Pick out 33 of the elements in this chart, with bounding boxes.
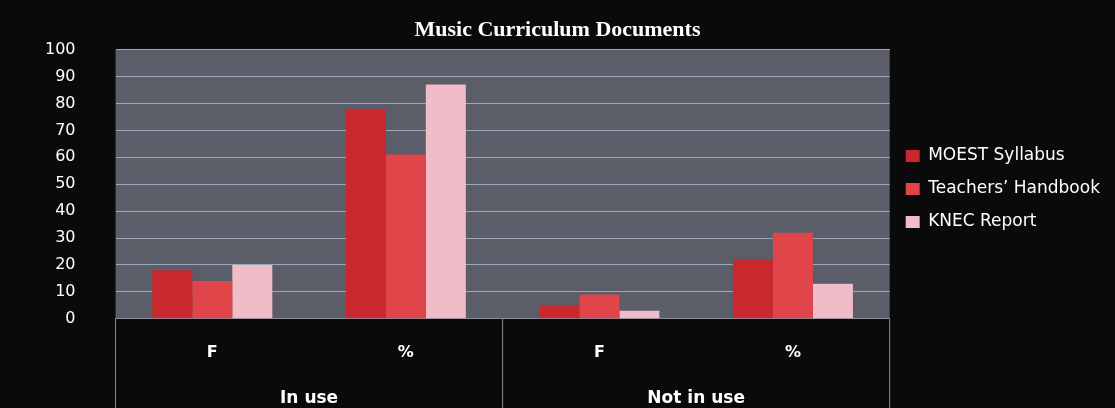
legend-label: Teachers’ Handbook [927,177,1101,198]
x-tick-label: % [784,341,801,361]
y-tick-label: 0 [65,307,76,327]
text: Not in use [647,386,745,407]
x-tick-label: F [206,341,218,361]
text: In use [280,386,339,407]
bar [539,305,580,319]
x-tick-label: % [397,341,414,361]
bar [579,294,620,319]
bar [772,232,813,319]
y-tick-label: 70 [55,119,76,139]
y-tick-label: 40 [55,200,76,220]
bar [345,108,386,319]
y-tick-label: 50 [55,173,76,193]
y-tick-label: 30 [55,227,76,247]
y-tick-label: 60 [55,146,76,166]
bar [385,154,426,319]
bar [192,281,233,319]
bar [812,283,853,319]
y-tick-label: 80 [55,92,76,112]
y-tick-label: 20 [55,254,76,274]
x-tick-label: F [593,341,605,361]
y-tick-label: 10 [55,281,76,301]
bar [152,270,193,319]
bar [232,264,273,319]
y-tick-label: 100 [44,38,76,58]
legend-label: MOEST Syllabus [928,144,1065,165]
y-tick-label: 90 [55,65,76,85]
bar [425,84,466,319]
bar [732,259,773,319]
legend-label: KNEC Report [928,210,1037,231]
chart-title: Music Curriculum Documents [414,16,701,42]
bar [619,310,660,319]
